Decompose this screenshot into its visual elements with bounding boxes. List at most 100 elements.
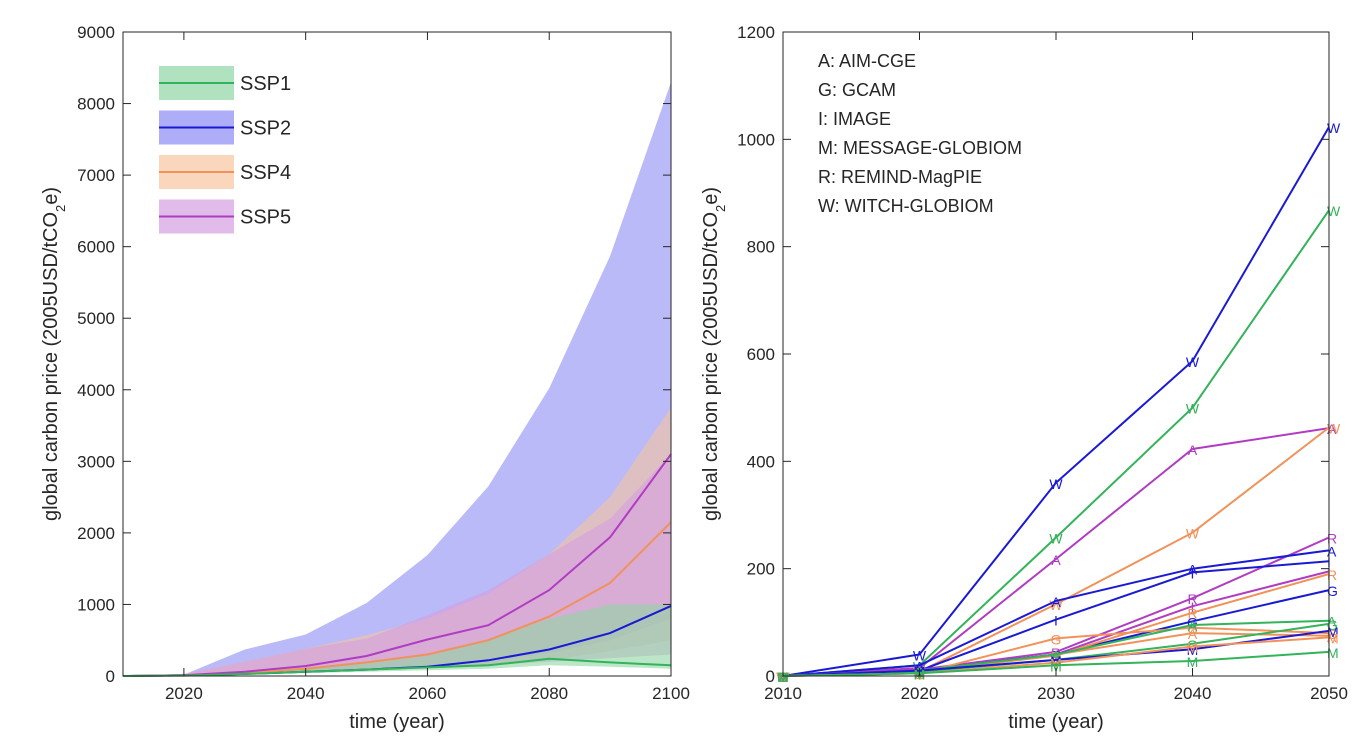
x-tick-label: 2100 [652,684,690,703]
point-marker: W [1186,526,1200,542]
y-tick-label: 7000 [77,166,115,185]
point-marker: M [1187,642,1199,658]
y-tick-label: 9000 [77,23,115,42]
x-axis-label: time (year) [349,711,445,733]
point-marker: I [1191,599,1195,615]
plot-area [122,82,672,677]
legend-item-ssp4: SSP4 [159,155,291,189]
x-tick-label: 2020 [165,684,203,703]
point-marker: W [913,648,927,664]
legend-item-ssp5: SSP5 [159,199,291,234]
y-tick-label: 8000 [77,95,115,114]
legend-item-ssp1: SSP1 [159,66,291,100]
series-ssp2-w: W W W W W [776,120,1341,685]
point-marker: M [777,669,789,685]
point-marker: W [1186,354,1200,370]
legend-label: SSP1 [240,73,291,95]
point-marker: A [1327,543,1337,559]
point-marker: G [1327,583,1338,599]
y-tick-label: 3000 [77,452,115,471]
series-ssp2-a: A A A A A [778,543,1337,685]
point-marker: M [777,669,789,685]
legend-label: SSP4 [240,162,291,184]
point-marker: M [1327,645,1339,661]
point-marker: G [778,669,789,685]
y-tick-label: 0 [766,667,775,686]
point-marker: A [1051,594,1061,610]
x-tick-label: 2060 [409,684,447,703]
point-marker: R [1187,591,1197,607]
y-tick-label: 1000 [737,130,775,149]
right-chart-panel: WWWWWWWWWWAAAAAWWWWWRRRRRAAAAAIIIIIIIIII… [700,23,1348,733]
y-tick-label: 400 [747,452,775,471]
legend-label: SSP5 [240,207,291,229]
y-tick-label: 0 [106,667,115,686]
point-marker: W [1327,421,1341,437]
point-marker: A [778,669,788,685]
point-marker: W [1049,531,1063,547]
y-tick-label: 1200 [737,23,775,42]
legend-item-ssp2: SSP2 [159,110,291,145]
point-marker: M [1327,630,1339,646]
point-marker: A [1327,421,1337,437]
point-marker: W [776,669,790,685]
x-tick-label: 2040 [1174,684,1212,703]
point-marker: W [1327,203,1341,219]
point-marker: W [776,669,790,685]
axes-box [122,31,672,677]
point-marker: R [1327,531,1337,547]
series-line [782,126,1330,677]
point-marker: I [781,669,785,685]
point-marker: A [778,669,788,685]
model-legend-item: W: WITCH-GLOBIOM [818,196,994,216]
point-marker: R [1051,649,1061,665]
point-marker: G [1187,614,1198,630]
model-legend-item: M: MESSAGE-GLOBIOM [818,138,1022,158]
band-ssp1 [123,604,671,676]
y-axis-label-main: global carbon price (2005USD/tCO [40,212,62,521]
y-tick-label: 6000 [77,238,115,257]
point-marker: W [776,669,790,685]
model-legend-item: I: IMAGE [818,109,891,129]
line-ssp5 [122,453,672,677]
series-line [782,650,1330,677]
point-marker: A [915,658,925,674]
point-marker: M [777,669,789,685]
point-marker: A [1188,562,1198,578]
x-tick-label: 2040 [287,684,325,703]
point-marker: A [1327,629,1337,645]
y-tick-label: 600 [747,345,775,364]
point-marker: A [1051,552,1061,568]
y-axis-label: global carbon price (2005USD/tCO2e) [40,187,68,521]
point-marker: G [1187,637,1198,653]
legend: SSP1 SSP2 SSP4 SSP5 [159,66,291,234]
point-marker: M [1187,639,1199,655]
point-marker: A [1188,442,1198,458]
point-marker: M [1327,624,1339,640]
point-marker: R [1051,645,1061,661]
plot-area: WWWWWWWWWWAAAAAWWWWWRRRRRAAAAAIIIIIIIIII… [776,120,1341,685]
point-marker: G [1327,617,1338,633]
point-marker: M [1187,654,1199,670]
y-tick-label: 200 [747,560,775,579]
point-marker: R [778,669,788,685]
model-legend: A: AIM-CGE G: GCAM I: IMAGE M: MESSAGE-GLOB… [818,51,1022,216]
point-marker: A [1051,648,1061,664]
point-marker: M [1050,656,1062,672]
x-tick-label: 2010 [764,684,802,703]
point-marker: A [778,669,788,685]
point-marker: W [1049,597,1063,613]
point-marker: M [1050,658,1062,674]
band-ssp5 [123,454,671,676]
y-tick-label: 800 [747,238,775,257]
series-line [782,549,1330,677]
y-axis-label-end: e) [700,187,722,205]
point-marker: R [1327,567,1337,583]
x-tick-label: 2030 [1037,684,1075,703]
point-marker: I [1054,613,1058,629]
model-legend-item: G: GCAM [818,80,896,100]
point-marker: R [1187,606,1197,622]
y-tick-label: 2000 [77,524,115,543]
point-marker: A [1188,626,1198,642]
